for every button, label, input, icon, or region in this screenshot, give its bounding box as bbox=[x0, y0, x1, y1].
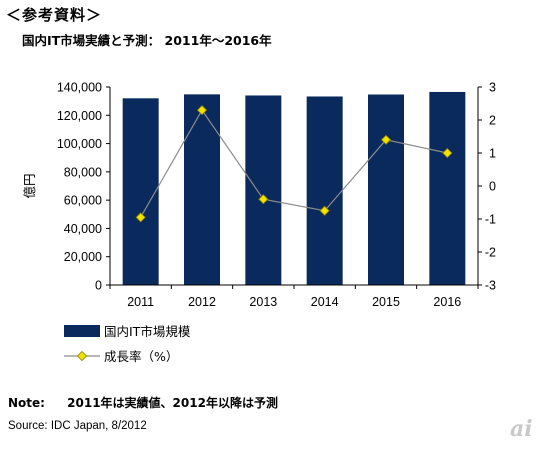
y2-tick-label: -2 bbox=[485, 246, 496, 260]
y-tick-label: 80,000 bbox=[64, 165, 102, 179]
bar-2014 bbox=[306, 96, 343, 286]
growth-rate-point-2015 bbox=[380, 134, 392, 145]
y-tick-label: 0 bbox=[95, 279, 102, 293]
growth-rate-line bbox=[140, 108, 448, 218]
site-logo: ai bbox=[510, 416, 533, 442]
growth-rate-point-2014 bbox=[319, 205, 330, 216]
x-tick-label: 2012 bbox=[188, 295, 216, 309]
y2-tick-label: -1 bbox=[485, 213, 496, 227]
bar-2011 bbox=[122, 98, 159, 285]
source-text: Source: IDC Japan, 8/2012 bbox=[8, 420, 147, 432]
y2-tick-label: 1 bbox=[489, 147, 496, 161]
y2-tick-label: 2 bbox=[489, 114, 496, 128]
x-tick-label: 2014 bbox=[311, 295, 339, 309]
growth-rate-point-2013 bbox=[258, 194, 269, 205]
note: Note: 2011年は実績値、2012年以降は予測 bbox=[8, 394, 278, 411]
growth-rate-point-2012 bbox=[196, 105, 208, 116]
y-tick-label: 100,000 bbox=[57, 137, 102, 151]
legend-label-line: 成長率（%） bbox=[104, 349, 178, 364]
bar-2013 bbox=[245, 95, 282, 285]
legend-swatch-marker bbox=[76, 350, 88, 362]
legend-label-bar: 国内IT市場規模 bbox=[104, 324, 191, 339]
bar-2015 bbox=[368, 94, 404, 285]
y-tick-label: 40,000 bbox=[64, 222, 102, 236]
note-text: 2011年は実績値、2012年以降は予測 bbox=[67, 396, 278, 410]
bar-2016 bbox=[429, 91, 466, 285]
bar-2012 bbox=[184, 94, 220, 286]
note-label: Note: bbox=[8, 396, 45, 410]
y2-tick-label: 3 bbox=[489, 81, 496, 95]
x-tick-label: 2011 bbox=[127, 295, 154, 309]
legend-swatch-bar bbox=[64, 325, 100, 337]
y-tick-label: 140,000 bbox=[57, 81, 102, 95]
chart-title: 国内IT市場実績と予測： 2011年～2016年 bbox=[22, 33, 272, 48]
growth-rate-point-2016 bbox=[442, 147, 453, 159]
reference-heading: ＜参考資料＞ bbox=[6, 6, 103, 24]
y-tick-label: 60,000 bbox=[64, 194, 102, 208]
y2-tick-label: -3 bbox=[485, 279, 496, 293]
y-axis-label: 億円 bbox=[22, 173, 37, 198]
x-tick-label: 2015 bbox=[372, 295, 400, 309]
y-tick-label: 20,000 bbox=[64, 250, 102, 264]
growth-rate-point-2011 bbox=[135, 212, 146, 223]
x-tick-label: 2016 bbox=[433, 295, 461, 309]
x-tick-label: 2013 bbox=[249, 295, 277, 309]
y-tick-label: 120,000 bbox=[57, 109, 102, 123]
y2-tick-label: 0 bbox=[489, 180, 496, 194]
